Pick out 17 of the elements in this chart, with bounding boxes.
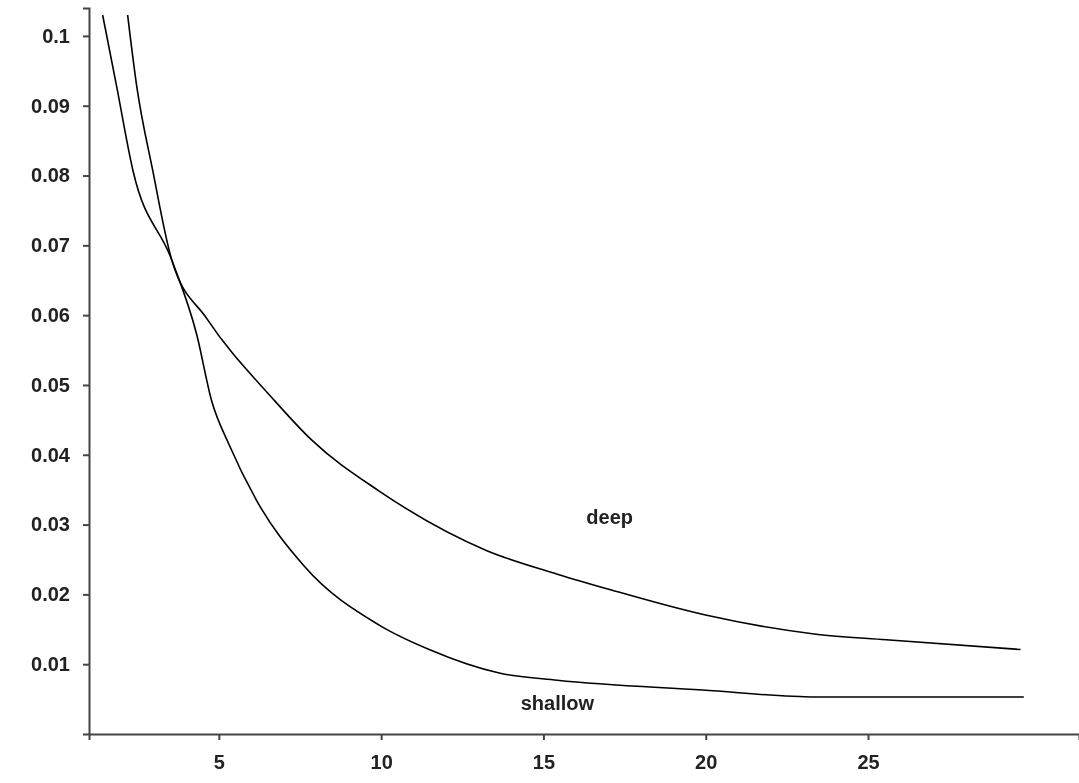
series-label: shallow — [520, 692, 595, 715]
y-tick-label: 0.1 — [42, 24, 70, 47]
y-tick-label: 0.01 — [31, 653, 70, 676]
x-tick-label: 20 — [695, 751, 718, 773]
y-tick-label: 0.02 — [31, 583, 70, 606]
y-tick-label: 0.05 — [31, 373, 70, 396]
x-tick-label: 5 — [213, 751, 225, 773]
y-tick-label: 0.07 — [31, 234, 70, 257]
y-tick-label: 0.03 — [31, 513, 70, 536]
x-tick-label: 15 — [532, 751, 556, 773]
y-tick-label: 0.06 — [31, 304, 70, 327]
y-tick-label: 0.08 — [31, 164, 70, 187]
text: deep — [586, 506, 633, 529]
x-tick-label: 25 — [857, 751, 880, 773]
y-tick-label: 0.04 — [31, 443, 71, 466]
y-tick-label: 0.09 — [31, 94, 70, 117]
x-tick-label: 10 — [370, 751, 393, 773]
